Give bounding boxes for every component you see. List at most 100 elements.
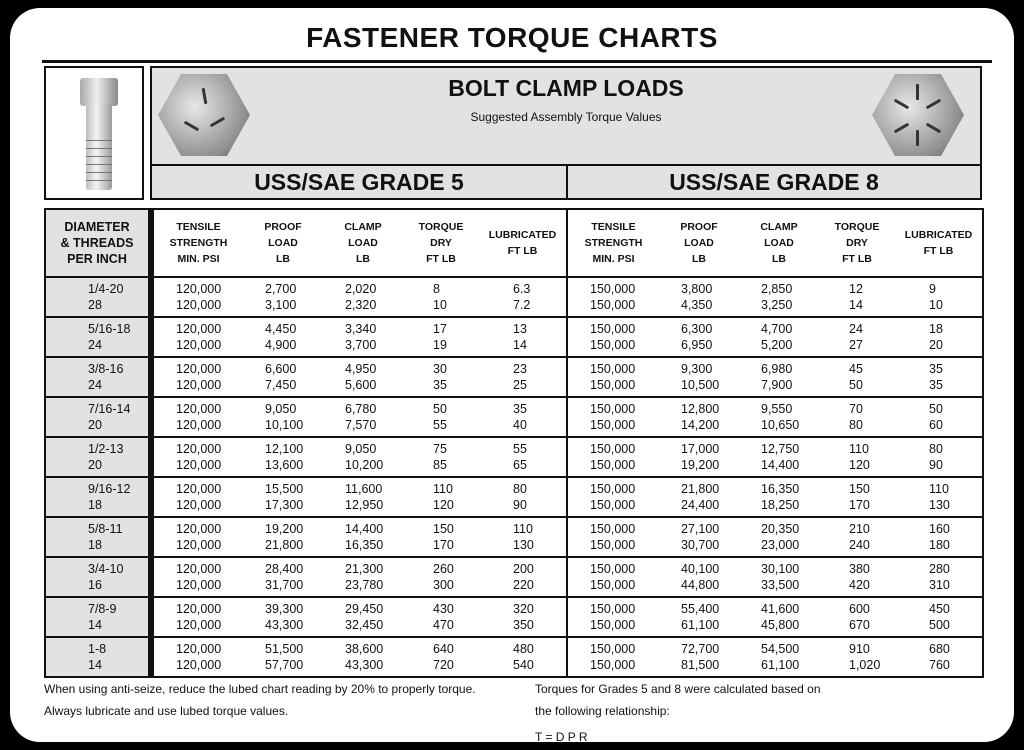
col-diameter: DIAMETER & THREADS PER INCH	[44, 208, 152, 278]
g8-value-cell: 2,850 3,250	[739, 277, 819, 318]
g8-value-cell: 150,000 150,000	[566, 597, 659, 638]
note-antiseize: When using anti-seize, reduce the lubed …	[44, 682, 476, 718]
diameter-cell: 7/16-14 20	[44, 397, 152, 438]
g5-value-cell: 110 120	[403, 477, 479, 518]
g5-value-cell: 11,600 12,950	[323, 477, 403, 518]
bolt-illustration-box	[44, 66, 144, 200]
diameter-cell: 3/8-16 24	[44, 357, 152, 398]
g8-value-cell: 150,000 150,000	[566, 317, 659, 358]
g5-value-cell: 120,000 120,000	[148, 557, 243, 598]
g5-value-cell: 120,000 120,000	[148, 517, 243, 558]
g8-value-cell: 70 80	[819, 397, 895, 438]
col-g5-proof: PROOF LOAD LB	[243, 208, 323, 278]
g5-value-cell: 6.3 7.2	[479, 277, 567, 318]
g8-value-cell: 41,600 45,800	[739, 597, 819, 638]
note-relationship: Torques for Grades 5 and 8 were calculat…	[535, 682, 821, 718]
g5-value-cell: 120,000 120,000	[148, 437, 243, 478]
g8-value-cell: 150 170	[819, 477, 895, 518]
table-row: 7/8-9 14 120,000 120,000 39,300 43,300 29,450 3…	[44, 597, 984, 638]
table-row: 1-8 14 120,000 120,000 51,500 57,700 38,600 43,…	[44, 637, 984, 678]
g5-value-cell: 80 90	[479, 477, 567, 518]
g5-value-cell: 120,000 120,000	[148, 317, 243, 358]
g8-value-cell: 6,980 7,900	[739, 357, 819, 398]
table-row: 1/2-13 20 120,000 120,000 12,100 13,600 9,050 1…	[44, 437, 984, 478]
g5-value-cell: 120,000 120,000	[148, 397, 243, 438]
g8-value-cell: 21,800 24,400	[659, 477, 739, 518]
g5-value-cell: 55 65	[479, 437, 567, 478]
g5-value-cell: 8 10	[403, 277, 479, 318]
g8-value-cell: 910 1,020	[819, 637, 895, 678]
g8-value-cell: 210 240	[819, 517, 895, 558]
g8-value-cell: 20,350 23,000	[739, 517, 819, 558]
g8-value-cell: 55,400 61,100	[659, 597, 739, 638]
g8-value-cell: 9,300 10,500	[659, 357, 739, 398]
g8-value-cell: 150,000 150,000	[566, 437, 659, 478]
g8-value-cell: 110 130	[895, 477, 984, 518]
g8-value-cell: 6,300 6,950	[659, 317, 739, 358]
g8-value-cell: 150,000 150,000	[566, 357, 659, 398]
g5-value-cell: 150 170	[403, 517, 479, 558]
g5-value-cell: 51,500 57,700	[243, 637, 323, 678]
g5-value-cell: 200 220	[479, 557, 567, 598]
g8-value-cell: 12,800 14,200	[659, 397, 739, 438]
col-g8-lube: LUBRICATED FT LB	[895, 208, 984, 278]
g5-value-cell: 120,000 120,000	[148, 477, 243, 518]
g5-value-cell: 120,000 120,000	[148, 357, 243, 398]
diameter-cell: 7/8-9 14	[44, 597, 152, 638]
g8-value-cell: 72,700 81,500	[659, 637, 739, 678]
col-g5-clamp: CLAMP LOAD LB	[323, 208, 403, 278]
formula-partial: T = D P R	[535, 730, 588, 742]
g8-value-cell: 27,100 30,700	[659, 517, 739, 558]
g8-value-cell: 150,000 150,000	[566, 557, 659, 598]
col-g5-lube: LUBRICATED FT LB	[479, 208, 567, 278]
torque-table: DIAMETER & THREADS PER INCH TENSILE STRENGT…	[44, 208, 984, 678]
grade5-band: USS/SAE GRADE 5	[150, 164, 568, 200]
g8-value-cell: 16,350 18,250	[739, 477, 819, 518]
g5-value-cell: 260 300	[403, 557, 479, 598]
table-row: 7/16-14 20 120,000 120,000 9,050 10,100 6,780 7…	[44, 397, 984, 438]
g5-value-cell: 15,500 17,300	[243, 477, 323, 518]
g5-value-cell: 14,400 16,350	[323, 517, 403, 558]
table-row: 3/8-16 24 120,000 120,000 6,600 7,450 4,950 5,6…	[44, 357, 984, 398]
g5-value-cell: 120,000 120,000	[148, 277, 243, 318]
g8-value-cell: 150,000 150,000	[566, 637, 659, 678]
header-panel	[150, 66, 982, 166]
g8-value-cell: 24 27	[819, 317, 895, 358]
table-row: 5/16-18 24 120,000 120,000 4,450 4,900 3,340 3,…	[44, 317, 984, 358]
g5-value-cell: 4,950 5,600	[323, 357, 403, 398]
g8-value-cell: 17,000 19,200	[659, 437, 739, 478]
g8-value-cell: 680 760	[895, 637, 984, 678]
g8-value-cell: 9 10	[895, 277, 984, 318]
col-g8-tensile: TENSILE STRENGTH MIN. PSI	[566, 208, 659, 278]
col-g5-torque: TORQUE DRY FT LB	[403, 208, 479, 278]
g8-value-cell: 80 90	[895, 437, 984, 478]
g5-value-cell: 23 25	[479, 357, 567, 398]
g5-value-cell: 9,050 10,100	[243, 397, 323, 438]
g5-value-cell: 13 14	[479, 317, 567, 358]
diameter-cell: 1/2-13 20	[44, 437, 152, 478]
table-header-row: DIAMETER & THREADS PER INCH TENSILE STRENGT…	[44, 208, 984, 278]
g5-value-cell: 39,300 43,300	[243, 597, 323, 638]
g5-value-cell: 640 720	[403, 637, 479, 678]
g5-value-cell: 29,450 32,450	[323, 597, 403, 638]
g8-value-cell: 380 420	[819, 557, 895, 598]
g5-value-cell: 30 35	[403, 357, 479, 398]
g5-value-cell: 38,600 43,300	[323, 637, 403, 678]
diameter-cell: 1-8 14	[44, 637, 152, 678]
diameter-cell: 5/16-18 24	[44, 317, 152, 358]
g5-value-cell: 50 55	[403, 397, 479, 438]
grade8-band: USS/SAE GRADE 8	[566, 164, 982, 200]
g8-value-cell: 150,000 150,000	[566, 277, 659, 318]
diameter-cell: 3/4-10 16	[44, 557, 152, 598]
col-g8-clamp: CLAMP LOAD LB	[739, 208, 819, 278]
g5-value-cell: 320 350	[479, 597, 567, 638]
diameter-cell: 1/4-20 28	[44, 277, 152, 318]
g8-value-cell: 12,750 14,400	[739, 437, 819, 478]
g5-value-cell: 120,000 120,000	[148, 637, 243, 678]
g8-value-cell: 12 14	[819, 277, 895, 318]
g5-value-cell: 19,200 21,800	[243, 517, 323, 558]
diameter-cell: 5/8-11 18	[44, 517, 152, 558]
g8-value-cell: 280 310	[895, 557, 984, 598]
g8-value-cell: 54,500 61,100	[739, 637, 819, 678]
title-rule	[42, 60, 992, 63]
